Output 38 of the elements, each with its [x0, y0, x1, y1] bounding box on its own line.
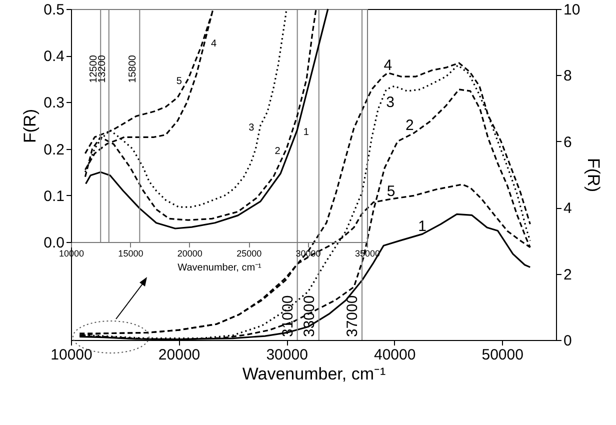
- series-label: 4: [211, 38, 218, 50]
- series-label: 3: [386, 94, 395, 112]
- x-tick-label: 15000: [118, 248, 144, 258]
- x-axis-title: Wavenumber, cm⁻¹: [178, 262, 262, 274]
- x-tick-label: 50000: [482, 346, 524, 364]
- y-tick-label: 0.5: [44, 2, 64, 18]
- y-tick-label: 8: [564, 68, 572, 85]
- x-tick-label: 20000: [158, 346, 200, 364]
- series-label: 2: [274, 146, 281, 157]
- x-axis-title: Wavenumber, cm⁻¹: [242, 364, 386, 384]
- x-tick-label: 25000: [236, 248, 262, 258]
- series-label: 1: [303, 127, 310, 138]
- series-label: 3: [248, 122, 255, 134]
- series-label: 4: [384, 56, 392, 74]
- x-tick-label: 40000: [374, 346, 416, 364]
- series-label: 2: [406, 117, 414, 134]
- x-tick-label: 30000: [266, 346, 308, 364]
- y-tick-label: 0.1: [44, 188, 64, 205]
- y-tick-label: 10: [564, 2, 580, 18]
- series-label: 5: [176, 76, 182, 87]
- ref-line-label: 13200: [96, 54, 108, 83]
- x-tick-label: 20000: [177, 248, 202, 258]
- ref-line-label: 37000: [344, 295, 361, 337]
- y-axis-title: F(R): [20, 109, 40, 143]
- y-tick-label: 0: [564, 332, 572, 350]
- y-axis-title: F(R): [584, 158, 604, 192]
- y-tick-label: 0.4: [44, 48, 64, 66]
- series-label: 1: [418, 218, 427, 236]
- series-label: 5: [386, 182, 396, 200]
- y-tick-label: 6: [564, 134, 572, 151]
- y-tick-label: 0.0: [44, 234, 64, 252]
- y-tick-label: 4: [564, 200, 572, 218]
- y-tick-label: 2: [564, 266, 572, 284]
- y-tick-label: 0.3: [44, 94, 64, 112]
- x-tick-label: 10000: [50, 346, 92, 364]
- ref-line-label: 33000: [300, 295, 318, 337]
- y-tick-label: 0.2: [44, 141, 64, 158]
- ref-line-label: 15800: [128, 54, 139, 83]
